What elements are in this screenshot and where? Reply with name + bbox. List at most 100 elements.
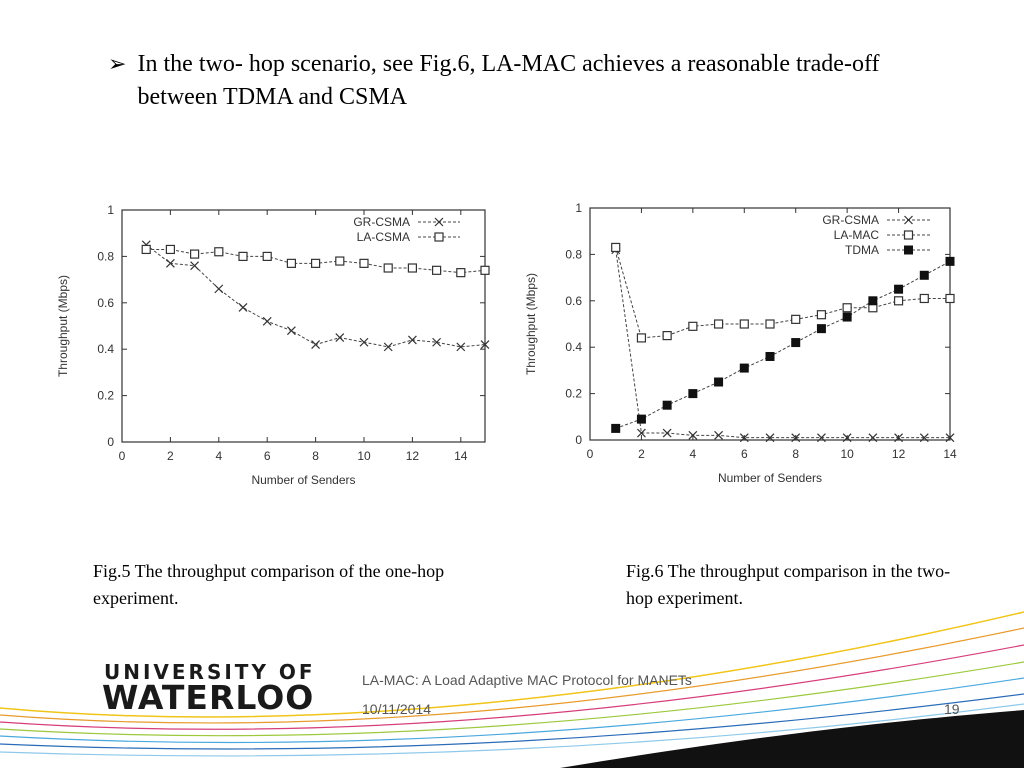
logo-waterloo: WATERLOO bbox=[102, 678, 315, 717]
x-tick-label: 10 bbox=[357, 449, 371, 463]
x-tick-label: 14 bbox=[943, 447, 957, 461]
data-point bbox=[407, 335, 417, 345]
data-point bbox=[359, 337, 369, 347]
y-tick-label: 0.8 bbox=[565, 247, 582, 261]
data-point bbox=[456, 268, 466, 278]
y-tick-label: 0.6 bbox=[565, 294, 582, 308]
data-point bbox=[842, 303, 852, 313]
x-tick-label: 8 bbox=[312, 449, 319, 463]
y-tick-label: 1 bbox=[575, 201, 582, 215]
data-point bbox=[919, 433, 929, 443]
data-point bbox=[383, 263, 393, 273]
x-tick-label: 8 bbox=[792, 447, 799, 461]
y-tick-label: 0.4 bbox=[97, 342, 114, 356]
data-point bbox=[919, 293, 929, 304]
data-point bbox=[765, 433, 775, 443]
x-tick-label: 12 bbox=[406, 449, 420, 463]
legend-marker bbox=[903, 230, 914, 240]
data-point bbox=[688, 389, 698, 399]
y-tick-label: 0.6 bbox=[97, 296, 114, 310]
data-point bbox=[739, 363, 749, 373]
y-tick-label: 0.4 bbox=[565, 340, 582, 354]
data-point bbox=[817, 433, 826, 443]
caption-fig6: Fig.6 The throughput comparison in the t… bbox=[626, 561, 951, 608]
data-point bbox=[791, 314, 801, 324]
legend-marker bbox=[434, 217, 444, 227]
data-point bbox=[335, 256, 345, 266]
y-tick-label: 0.8 bbox=[97, 249, 114, 263]
x-tick-label: 2 bbox=[167, 449, 174, 463]
x-tick-label: 4 bbox=[690, 447, 697, 461]
data-point bbox=[662, 331, 672, 341]
data-point bbox=[141, 244, 151, 255]
x-tick-label: 14 bbox=[454, 449, 468, 463]
data-point bbox=[636, 414, 646, 424]
data-point bbox=[739, 433, 749, 443]
data-point bbox=[432, 337, 442, 347]
data-point bbox=[407, 263, 417, 273]
y-tick-label: 0.2 bbox=[97, 389, 114, 403]
data-point bbox=[383, 342, 393, 352]
data-point bbox=[945, 433, 955, 443]
arrow-bullet-icon: ➢ bbox=[108, 52, 127, 77]
x-tick-label: 6 bbox=[264, 449, 271, 463]
data-point bbox=[816, 324, 826, 334]
series-line bbox=[615, 249, 950, 439]
data-point bbox=[637, 428, 646, 438]
data-point bbox=[816, 310, 827, 320]
legend-marker bbox=[904, 245, 913, 255]
legend-marker bbox=[434, 232, 444, 242]
bullet-point: ➢ In the two- hop scenario, see Fig.6, L… bbox=[108, 48, 928, 114]
y-tick-label: 0.2 bbox=[565, 387, 582, 401]
logo-university-of: UNIVERSITY OF bbox=[104, 660, 316, 684]
x-tick-label: 10 bbox=[840, 447, 854, 461]
data-point bbox=[945, 256, 955, 266]
data-point bbox=[688, 430, 698, 440]
plot-frame bbox=[121, 209, 486, 443]
data-point bbox=[286, 326, 296, 336]
data-point bbox=[165, 244, 175, 255]
data-point bbox=[456, 342, 466, 352]
data-point bbox=[214, 247, 224, 257]
data-point bbox=[335, 333, 345, 343]
footer-date: 10/11/2014 bbox=[362, 701, 432, 717]
plot-frame bbox=[589, 207, 951, 441]
data-point bbox=[894, 284, 904, 294]
data-point bbox=[238, 303, 248, 312]
data-point bbox=[894, 433, 903, 443]
data-point bbox=[262, 251, 272, 261]
data-point bbox=[919, 270, 929, 280]
data-point bbox=[311, 258, 321, 268]
data-point bbox=[714, 377, 724, 387]
data-point bbox=[480, 340, 490, 349]
data-point bbox=[662, 428, 672, 438]
x-tick-label: 2 bbox=[638, 447, 645, 461]
legend-label: GR-CSMA bbox=[822, 213, 879, 227]
data-point bbox=[868, 296, 878, 306]
x-tick-label: 4 bbox=[215, 449, 222, 463]
data-point bbox=[190, 249, 200, 259]
x-tick-label: 0 bbox=[119, 449, 126, 463]
footer-title: LA-MAC: A Load Adaptive MAC Protocol for… bbox=[362, 672, 692, 688]
y-axis-label: Throughput (Mbps) bbox=[56, 275, 70, 377]
data-point bbox=[662, 400, 672, 410]
data-point bbox=[636, 333, 647, 343]
data-point bbox=[238, 251, 248, 261]
bullet-text: In the two- hop scenario, see Fig.6, LA-… bbox=[137, 51, 880, 110]
x-tick-label: 0 bbox=[587, 447, 594, 461]
x-axis-label: Number of Senders bbox=[718, 471, 822, 485]
data-point bbox=[714, 430, 723, 440]
data-point bbox=[262, 316, 272, 326]
page-number: 19 bbox=[944, 701, 960, 717]
x-axis-label: Number of Senders bbox=[251, 473, 355, 487]
legend-marker bbox=[904, 215, 913, 225]
data-point bbox=[765, 351, 775, 361]
data-point bbox=[842, 433, 852, 443]
data-point bbox=[286, 258, 296, 268]
data-point bbox=[432, 265, 442, 275]
data-point bbox=[611, 423, 621, 433]
data-point bbox=[791, 433, 801, 443]
